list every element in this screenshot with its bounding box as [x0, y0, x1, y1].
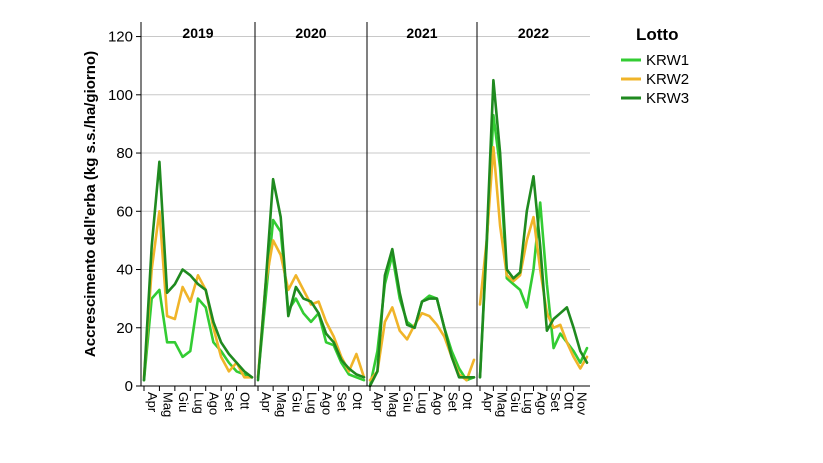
series-line-krw2-2020	[256, 239, 366, 379]
legend-label-krw1: KRW1	[646, 52, 689, 69]
y-tick-label: 20	[116, 320, 133, 337]
x-tick-label-apr: Apr	[259, 392, 274, 413]
line-layer	[142, 78, 589, 388]
x-tick-label-lug: Lug	[191, 392, 206, 414]
panel-title-2020: 2020	[295, 25, 326, 41]
frame-layer	[140, 22, 590, 387]
y-tick-label: 80	[116, 145, 133, 162]
x-tick-label-apr: Apr	[145, 392, 160, 413]
x-tick-label-giu: Giu	[401, 392, 416, 412]
series-line-krw3-2020	[256, 177, 366, 382]
x-tick-label-apr: Apr	[371, 392, 386, 413]
x-tick-label-lug: Lug	[304, 392, 319, 414]
legend: Lotto KRW1 KRW2 KRW3	[621, 25, 689, 107]
x-tick-label-set: Set	[548, 392, 563, 412]
y-tick-label: 100	[108, 87, 133, 104]
x-tick-label-ott: Ott	[350, 392, 365, 410]
series-line-krw3-2021	[368, 247, 476, 388]
series-line-krw1-2019	[142, 288, 254, 382]
x-tick-label-ago: Ago	[207, 392, 222, 415]
legend-title: Lotto	[636, 25, 678, 44]
x-tick-label-lug: Lug	[416, 392, 431, 414]
series-line-krw2-2022	[478, 145, 589, 370]
panel-title-2021: 2021	[406, 25, 437, 41]
x-tick-label-mag: Mag	[160, 392, 175, 417]
legend-label-krw3: KRW3	[646, 90, 689, 107]
grid-layer	[141, 36, 590, 329]
x-tick-label-giu: Giu	[508, 392, 523, 412]
x-tick-label-ago: Ago	[320, 392, 335, 415]
x-tick-label-nov: Nov	[575, 392, 590, 416]
y-tick-label: 40	[116, 262, 133, 279]
y-tick-label: 0	[125, 378, 133, 395]
panel-title-2019: 2019	[182, 25, 213, 41]
x-tick-label-set: Set	[222, 392, 237, 412]
y-tick-label: 120	[108, 29, 133, 46]
series-line-krw1-2020	[256, 218, 366, 382]
x-tick-label-giu: Giu	[289, 392, 304, 412]
x-tick-label-ott: Ott	[561, 392, 576, 410]
y-tick-label: 60	[116, 203, 133, 220]
panel-title-2022: 2022	[518, 25, 549, 41]
x-tick-label-apr: Apr	[481, 392, 496, 413]
x-tick-label-ott: Ott	[460, 392, 475, 410]
x-tick-label-mag: Mag	[386, 392, 401, 417]
y-axis-title: Accrescimento dell'erba (kg s.s./ha/gior…	[82, 51, 99, 357]
x-tick-label-mag: Mag	[274, 392, 289, 417]
series-line-krw1-2022	[478, 113, 589, 379]
x-tick-label-lug: Lug	[521, 392, 536, 414]
x-tick-label-set: Set	[335, 392, 350, 412]
x-tick-label-ago: Ago	[430, 392, 445, 415]
series-line-krw2-2019	[142, 210, 254, 379]
series-line-krw3-2019	[142, 160, 254, 382]
x-tick-label-ago: Ago	[535, 392, 550, 415]
x-tick-label-giu: Giu	[176, 392, 191, 412]
series-line-krw3-2022	[478, 78, 589, 379]
x-tick-label-ott: Ott	[238, 392, 253, 410]
x-tick-label-mag: Mag	[494, 392, 509, 417]
legend-label-krw2: KRW2	[646, 71, 689, 88]
x-tick-label-set: Set	[445, 392, 460, 412]
